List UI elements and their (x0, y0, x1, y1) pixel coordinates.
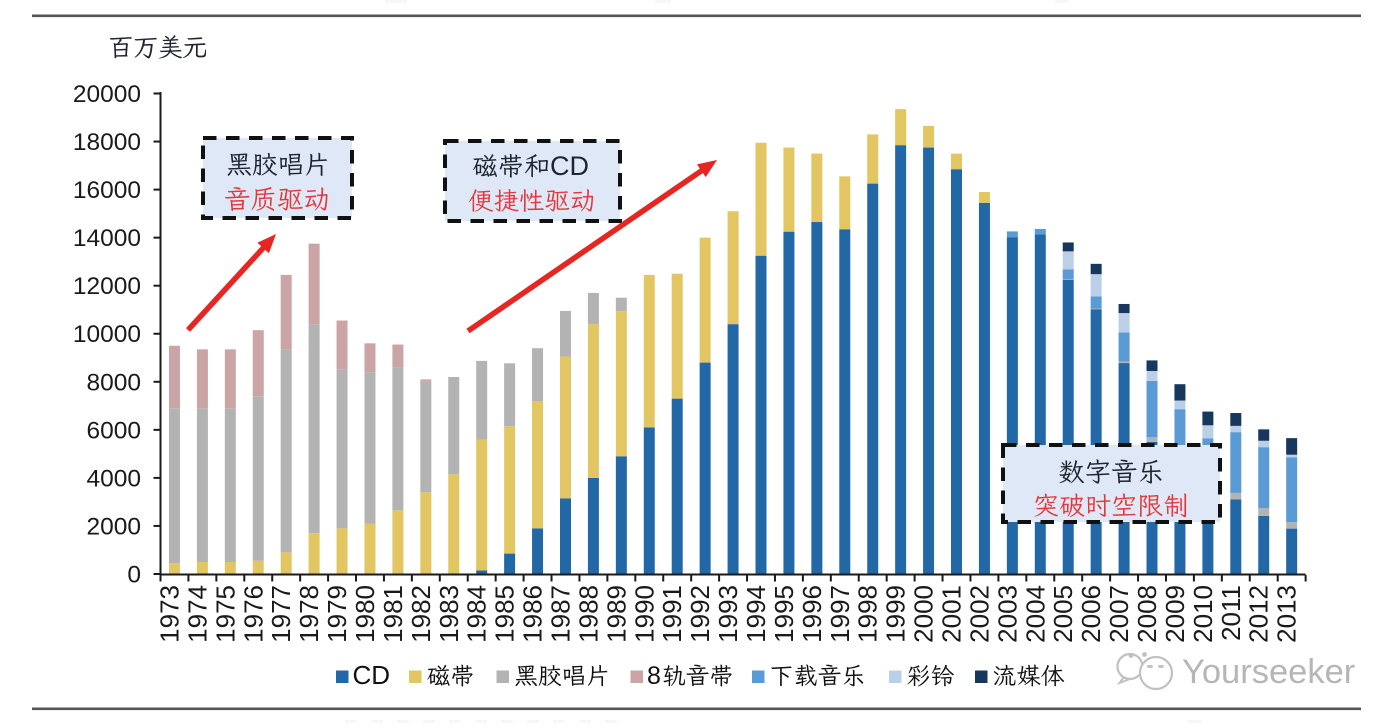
svg-text:1984: 1984 (462, 585, 492, 643)
svg-text:1977: 1977 (266, 585, 296, 643)
svg-text:2003: 2003 (992, 585, 1022, 643)
svg-text:1990: 1990 (629, 585, 659, 643)
svg-text:1995: 1995 (769, 585, 799, 643)
svg-text:1974: 1974 (182, 585, 212, 643)
svg-text:4000: 4000 (86, 465, 141, 492)
svg-text:1994: 1994 (741, 585, 771, 643)
svg-text:1989: 1989 (601, 585, 631, 643)
svg-text:6000: 6000 (86, 417, 141, 444)
svg-text:2000: 2000 (86, 514, 141, 541)
svg-text:1987: 1987 (546, 585, 576, 643)
svg-text:20000: 20000 (73, 81, 141, 108)
svg-text:2001: 2001 (937, 585, 967, 643)
svg-text:2005: 2005 (1048, 585, 1078, 643)
svg-text:16000: 16000 (73, 177, 141, 204)
svg-text:10000: 10000 (73, 321, 141, 348)
svg-text:1975: 1975 (210, 585, 240, 643)
svg-text:2010: 2010 (1188, 585, 1218, 643)
svg-text:2009: 2009 (1160, 585, 1190, 643)
svg-text:2013: 2013 (1272, 585, 1302, 643)
svg-text:1979: 1979 (322, 585, 352, 643)
svg-text:1980: 1980 (350, 585, 380, 643)
svg-text:1993: 1993 (713, 585, 743, 643)
svg-text:2000: 2000 (909, 585, 939, 643)
svg-text:18000: 18000 (73, 129, 141, 156)
svg-text:12000: 12000 (73, 273, 141, 300)
svg-text:1973: 1973 (155, 585, 185, 643)
svg-text:1992: 1992 (685, 585, 715, 643)
svg-text:2004: 2004 (1020, 585, 1050, 643)
svg-text:CD: CD (550, 151, 589, 181)
svg-text:Yourseeker: Yourseeker (1182, 653, 1355, 691)
svg-text:1981: 1981 (378, 585, 408, 643)
svg-text:1998: 1998 (853, 585, 883, 643)
svg-text:2007: 2007 (1104, 585, 1134, 643)
svg-text:1986: 1986 (518, 585, 548, 643)
svg-text:1999: 1999 (881, 585, 911, 643)
svg-text:1982: 1982 (406, 585, 436, 643)
svg-text:2012: 2012 (1244, 585, 1274, 643)
svg-text:1983: 1983 (434, 585, 464, 643)
svg-text:1997: 1997 (825, 585, 855, 643)
svg-text:1976: 1976 (238, 585, 268, 643)
svg-text:8: 8 (647, 662, 661, 690)
svg-text:2006: 2006 (1076, 585, 1106, 643)
svg-text:14000: 14000 (73, 225, 141, 252)
svg-text:1996: 1996 (797, 585, 827, 643)
svg-text:2002: 2002 (964, 585, 994, 643)
svg-text:0: 0 (127, 562, 141, 589)
svg-text:1988: 1988 (573, 585, 603, 643)
svg-text:CD: CD (353, 660, 391, 690)
svg-text:8000: 8000 (86, 369, 141, 396)
svg-text:1991: 1991 (657, 585, 687, 643)
svg-text:2008: 2008 (1132, 585, 1162, 643)
svg-text:1985: 1985 (490, 585, 520, 643)
svg-text:2011: 2011 (1216, 585, 1246, 641)
svg-text:1978: 1978 (294, 585, 324, 643)
